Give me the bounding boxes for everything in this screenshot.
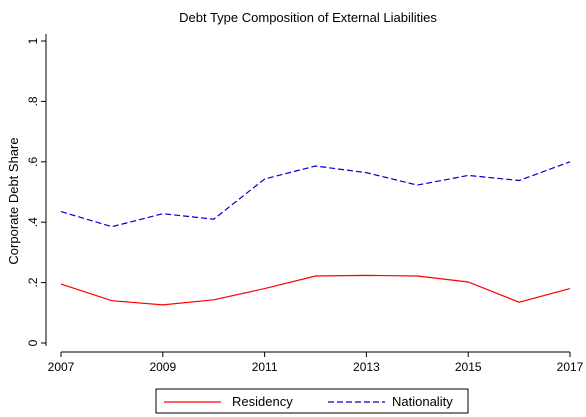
legend: Residency Nationality bbox=[155, 388, 469, 414]
y-ticks: 0 .2 .4 .6 .8 1 bbox=[26, 37, 46, 346]
series-line-residency bbox=[60, 274, 571, 306]
y-tick-label: .2 bbox=[26, 277, 40, 287]
legend-label-nationality: Nationality bbox=[392, 394, 453, 409]
y-tick-label: 1 bbox=[26, 37, 40, 44]
x-tick-label: 2017 bbox=[557, 360, 584, 374]
x-tick-label: 2011 bbox=[252, 360, 278, 374]
y-tick-label: .8 bbox=[26, 96, 40, 106]
x-tick-label: 2009 bbox=[149, 360, 176, 374]
y-tick-label: 0 bbox=[26, 339, 40, 346]
chart-title: Debt Type Composition of External Liabil… bbox=[179, 10, 437, 25]
legend-box bbox=[155, 388, 469, 414]
x-tick-label: 2007 bbox=[48, 360, 75, 374]
legend-items: Residency Nationality bbox=[164, 394, 453, 409]
x-tick-label: 2015 bbox=[455, 360, 482, 374]
y-tick-label: .6 bbox=[26, 156, 40, 166]
series-line-nationality bbox=[60, 161, 571, 228]
series-lines bbox=[60, 161, 571, 306]
x-ticks: 2007 2009 2011 2013 2015 2017 bbox=[48, 352, 584, 374]
plot-area: 0 .2 .4 .6 .8 1 2007 2009 2011 2013 2015 2017 bbox=[26, 34, 584, 374]
y-axis-title: Corporate Debt Share bbox=[6, 137, 21, 264]
legend-label-residency: Residency bbox=[232, 394, 293, 409]
x-tick-label: 2013 bbox=[353, 360, 380, 374]
y-tick-label: .4 bbox=[26, 217, 40, 227]
